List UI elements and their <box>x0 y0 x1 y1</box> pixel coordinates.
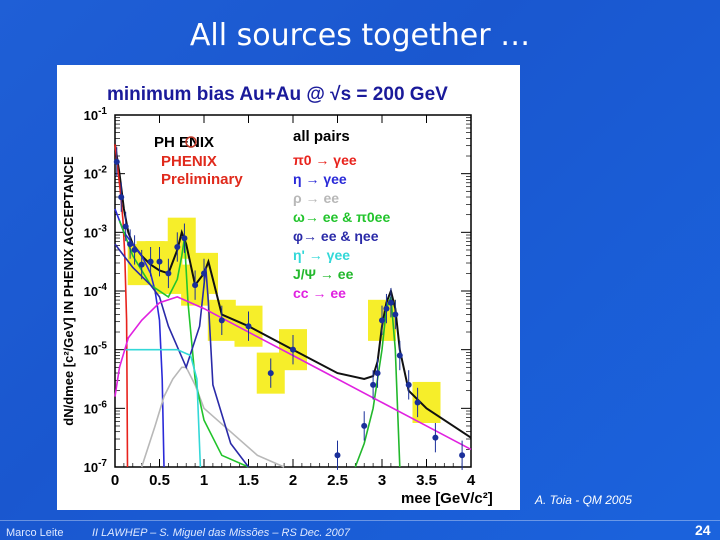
data-point <box>414 399 421 406</box>
footer-event: II LAWHEP – S. Miguel das Missões – RS D… <box>92 527 351 539</box>
legend-entry-0: π0 → γee <box>293 152 357 168</box>
data-point <box>156 258 163 265</box>
dielectron-mass-spectrum-chart: 0 0.5 1 1.5 2 2.5 3 3.5 4 10-1 10-2 10-3 10-4 10-5 10-… <box>61 84 493 507</box>
data-point <box>201 270 207 277</box>
chart-title: minimum bias Au+Au @ √s = 200 GeV <box>107 84 448 105</box>
x-tick-label: 4 <box>467 472 476 489</box>
series-line-4 <box>118 220 249 468</box>
data-point <box>174 244 181 250</box>
series-line-6 <box>123 348 202 468</box>
legend-entry-6: J/Ψ → ee <box>293 266 354 282</box>
data-point <box>392 311 399 318</box>
footer: Marco Leite II LAWHEP – S. Miguel das Mi… <box>0 522 720 540</box>
data-point <box>405 381 412 388</box>
y-tick-label: 10-4 <box>84 282 108 299</box>
y-tick-label: 10-5 <box>84 341 108 358</box>
data-point <box>383 305 390 312</box>
data-point <box>127 241 134 248</box>
legend-entry-2: ρ → ee <box>293 190 339 206</box>
footer-author: Marco Leite <box>6 527 64 539</box>
data-point <box>165 270 172 277</box>
data-point <box>138 261 145 268</box>
x-tick-label: 0.5 <box>149 472 170 489</box>
x-tick-label: 1 <box>200 472 208 489</box>
data-point <box>147 258 154 265</box>
data-point <box>131 246 138 253</box>
data-point <box>290 346 296 353</box>
data-point <box>459 452 466 459</box>
data-point <box>370 381 377 388</box>
legend-entry-5: η' → γee <box>293 247 350 263</box>
data-point <box>122 223 129 230</box>
y-tick-label: 10-3 <box>84 223 108 240</box>
y-tick-label: 10-6 <box>84 399 108 416</box>
x-tick-label: 2 <box>289 472 297 489</box>
legend-entry-1: η → γee <box>293 171 347 187</box>
legend-entry-4: φ→ ee & ηee <box>293 228 379 244</box>
legend-entry-3: ω→ ee & π0ee <box>293 209 390 225</box>
series-line-7 <box>354 296 401 468</box>
series-line-1 <box>114 144 129 468</box>
data-point <box>245 323 252 330</box>
y-tick-label: 10-1 <box>84 106 108 123</box>
data-point <box>113 158 120 165</box>
credit-text: A. Toia - QM 2005 <box>535 493 632 507</box>
y-tick-label: 10-2 <box>84 165 108 182</box>
footer-divider <box>0 520 720 521</box>
chart-panel: 0 0.5 1 1.5 2 2.5 3 3.5 4 10-1 10-2 10-3 10-4 10-5 10-… <box>57 65 520 510</box>
series-line-8 <box>114 296 472 451</box>
preliminary-label: Preliminary <box>161 171 243 188</box>
data-point <box>379 317 385 324</box>
y-tick-label: 10-7 <box>84 458 108 475</box>
data-point <box>374 370 381 377</box>
x-tick-label: 3.5 <box>416 472 437 489</box>
x-tick-label: 0 <box>111 472 119 489</box>
preliminary-label: PHENIX <box>161 153 217 170</box>
x-tick-label: 1.5 <box>238 472 259 489</box>
legend-entry-7: cc → ee <box>293 285 346 301</box>
page-number: 24 <box>695 522 711 538</box>
x-axis-label: mee [GeV/c²] <box>401 490 493 507</box>
x-tick-label: 2.5 <box>327 472 348 489</box>
y-axis-label: dN/dmee [c²/GeV] IN PHENIX ACCEPTANCE <box>61 156 76 426</box>
data-point <box>218 317 225 324</box>
phenix-logo-text: PH ENIX <box>154 134 214 151</box>
data-point <box>432 434 439 441</box>
legend-header: all pairs <box>293 128 350 145</box>
phenix-logo-icon <box>185 136 197 148</box>
data-point <box>334 452 341 459</box>
data-point <box>267 370 274 377</box>
data-point <box>361 422 368 429</box>
data-point <box>192 282 199 289</box>
data-point <box>118 194 125 201</box>
series-line-5 <box>114 243 250 468</box>
data-point <box>181 235 188 242</box>
slide-title: All sources together … <box>189 18 531 53</box>
data-point <box>387 299 394 306</box>
data-point <box>396 352 403 359</box>
x-tick-label: 3 <box>378 472 386 489</box>
